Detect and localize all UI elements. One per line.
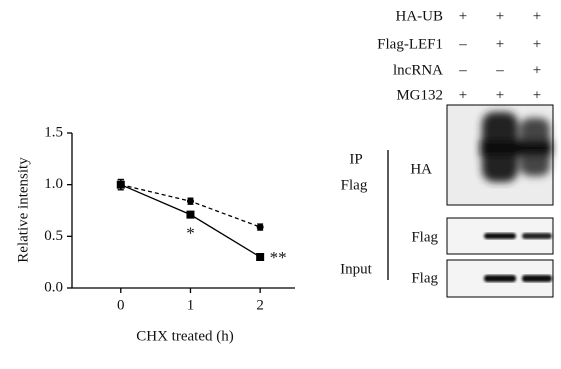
marker xyxy=(257,224,264,231)
figure: CHX treated (h) Relative intensity IP Fl… xyxy=(0,0,561,364)
x-axis-label: CHX treated (h) xyxy=(136,328,233,344)
y-tick-label: 1.0 xyxy=(44,176,63,192)
condition-label: lncRNA xyxy=(393,62,443,78)
condition-sign: + xyxy=(459,87,467,103)
series-line xyxy=(121,185,260,257)
condition-sign: + xyxy=(496,87,504,103)
input-label: Input xyxy=(340,261,372,277)
ip-antibody: Flag xyxy=(341,177,368,193)
condition-sign: + xyxy=(533,8,541,24)
condition-sign: – xyxy=(495,62,504,78)
panel-label: Flag xyxy=(411,270,438,286)
condition-label: HA-UB xyxy=(396,8,444,24)
significance-mark: * xyxy=(186,224,195,243)
series-line xyxy=(121,185,260,227)
ip-label: IP xyxy=(349,151,362,167)
smear xyxy=(480,112,552,182)
marker xyxy=(117,181,124,188)
panel-label: Flag xyxy=(411,229,438,245)
y-tick-label: 1.5 xyxy=(44,124,63,140)
panel-label: HA xyxy=(410,161,432,177)
significance-mark: ** xyxy=(270,248,287,267)
y-tick-label: 0.5 xyxy=(44,228,63,244)
marker xyxy=(186,211,194,219)
condition-sign: – xyxy=(458,62,467,78)
y-tick-label: 0.0 xyxy=(44,279,63,295)
marker xyxy=(256,253,264,261)
condition-label: Flag-LEF1 xyxy=(377,36,443,52)
condition-sign: + xyxy=(496,36,504,52)
condition-sign: – xyxy=(458,36,467,52)
marker xyxy=(187,198,194,205)
condition-sign: + xyxy=(496,8,504,24)
x-tick-label: 1 xyxy=(187,297,195,313)
condition-sign: + xyxy=(533,62,541,78)
condition-sign: + xyxy=(533,87,541,103)
y-axis-label: Relative intensity xyxy=(15,157,31,263)
x-tick-label: 0 xyxy=(117,297,125,313)
condition-sign: + xyxy=(459,8,467,24)
condition-sign: + xyxy=(533,36,541,52)
condition-label: MG132 xyxy=(396,87,443,103)
x-tick-label: 2 xyxy=(256,297,264,313)
